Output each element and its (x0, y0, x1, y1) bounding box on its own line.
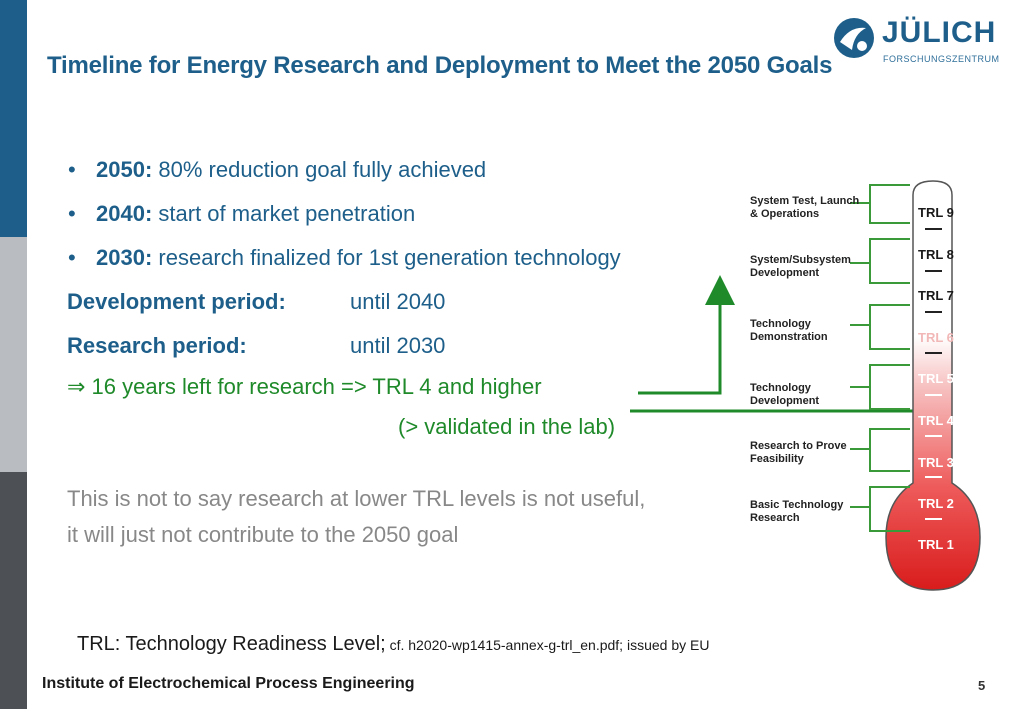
trl-level: TRL 9 (918, 205, 954, 220)
logo-subtitle: FORSCHUNGSZENTRUM (883, 54, 1000, 64)
development-period-value: until 2040 (350, 289, 446, 314)
bullet-year: 2030: (96, 245, 153, 270)
stage-label: Development (750, 267, 819, 279)
trl-level: TRL 6 (918, 330, 954, 345)
side-bar-dark (0, 472, 27, 709)
side-bar-blue (0, 0, 27, 237)
stage-label: Development (750, 395, 819, 407)
stage-label: System/Subsystem (750, 254, 851, 266)
trl-level: TRL 2 (918, 496, 954, 511)
trl-footnote: TRL: Technology Readiness Level; cf. h20… (77, 633, 709, 656)
research-period-label: Research period: (67, 333, 247, 358)
bullet-2040: • 2040: start of market penetration (68, 201, 415, 227)
bullet-text: start of market penetration (152, 201, 416, 226)
stage-label: Research (750, 512, 800, 524)
research-period-value: until 2030 (350, 333, 446, 358)
bullet-year: 2040: (96, 201, 153, 226)
bullet-year: 2050: (96, 157, 153, 182)
implication-text: 16 years left for research => TRL 4 and … (85, 374, 542, 399)
trl-thermometer-diagram: System Test, Launch & Operations System/… (750, 180, 981, 591)
stage-label: Technology (750, 318, 812, 330)
bullet-text: research finalized for 1st generation te… (152, 245, 621, 270)
institute-name: Institute of Electrochemical Process Eng… (42, 675, 415, 692)
disclaimer-line-1: This is not to say research at lower TRL… (67, 486, 646, 511)
bullet-dot: • (68, 245, 76, 270)
bullet-dot: • (68, 157, 76, 182)
implication-line: ⇒ 16 years left for research => TRL 4 an… (67, 374, 542, 400)
disclaimer-line-2: it will just not contribute to the 2050 … (67, 522, 459, 547)
trl-level: TRL 5 (918, 371, 954, 386)
stage-label: & Operations (750, 208, 819, 220)
julich-logo: JÜLICH FORSCHUNGSZENTRUM (832, 14, 999, 70)
trl-level: TRL 1 (918, 537, 954, 552)
stage-label: Research to Prove (750, 440, 847, 452)
trl-source: cf. h2020-wp1415-annex-g-trl_en.pdf; iss… (385, 637, 710, 653)
stage-label: System Test, Launch (750, 195, 859, 207)
page-title: Timeline for Energy Research and Deploym… (47, 52, 833, 79)
stage-label: Demonstration (750, 331, 828, 343)
arrow-up-line (638, 275, 735, 395)
stage-label: Basic Technology (750, 499, 844, 511)
trl-ticks (925, 228, 942, 520)
stage-label: Technology (750, 382, 812, 394)
trl-level: TRL 3 (918, 455, 954, 470)
implies-arrow: ⇒ (67, 374, 86, 399)
julich-logo-mark (834, 18, 874, 58)
bullet-2030: • 2030: research finalized for 1st genera… (68, 245, 621, 271)
trl-definition: TRL: Technology Readiness Level; (77, 633, 386, 655)
page-number: 5 (978, 678, 986, 693)
trl-level: TRL 7 (918, 288, 954, 303)
bullet-dot: • (68, 201, 76, 226)
stage-brackets (850, 184, 910, 532)
bullet-2050: • 2050: 80% reduction goal fully achieved (68, 157, 486, 183)
stage-label: Feasibility (750, 453, 805, 465)
side-bar-light (0, 237, 27, 472)
trl-level: TRL 4 (918, 413, 955, 428)
logo-name: JÜLICH (882, 16, 997, 49)
trl-level: TRL 8 (918, 247, 954, 262)
development-period-label: Development period: (67, 289, 286, 314)
implication-detail: (> validated in the lab) (398, 414, 616, 439)
bullet-text: 80% reduction goal fully achieved (152, 157, 487, 182)
